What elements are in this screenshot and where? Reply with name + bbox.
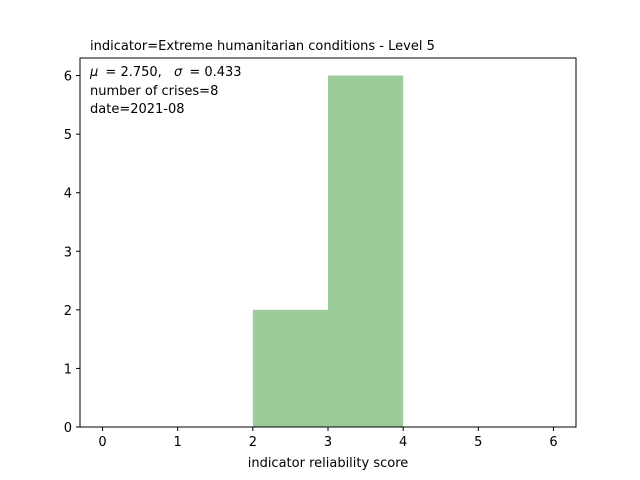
x-tick-label-3: 3 xyxy=(324,435,332,450)
y-tick-label-2: 2 xyxy=(64,304,72,319)
x-tick-label-4: 4 xyxy=(399,435,407,450)
mu-symbol: μ xyxy=(89,65,98,80)
x-axis-label: indicator reliability score xyxy=(248,456,409,471)
stats-annotation: μ = 2.750, σ = 0.433 xyxy=(89,65,242,80)
x-tick-label-0: 0 xyxy=(98,435,106,450)
y-tick-label-4: 4 xyxy=(64,187,72,202)
x-tick-label-2: 2 xyxy=(249,435,257,450)
histogram-bar-1 xyxy=(328,75,404,428)
x-tick-label-1: 1 xyxy=(174,435,182,450)
y-tick-label-6: 6 xyxy=(64,70,72,85)
y-tick-label-1: 1 xyxy=(64,362,72,377)
x-tick-label-5: 5 xyxy=(474,435,482,450)
sigma-symbol: σ xyxy=(174,65,183,80)
sigma-value: = 0.433 xyxy=(189,65,241,80)
y-ticks-group: 0 1 2 3 4 5 6 xyxy=(64,70,80,436)
mu-value: = 2.750, xyxy=(105,65,161,80)
bars-group xyxy=(252,75,404,428)
y-tick-label-3: 3 xyxy=(64,245,72,260)
crises-count-annotation: number of crises=8 xyxy=(90,84,218,99)
date-annotation: date=2021-08 xyxy=(90,102,185,117)
chart-title: indicator=Extreme humanitarian condition… xyxy=(90,39,435,54)
histogram-bar-0 xyxy=(252,309,328,427)
plot-frame xyxy=(79,57,577,428)
y-tick-label-0: 0 xyxy=(64,421,72,436)
x-ticks-group: 0 1 2 3 4 5 6 xyxy=(98,427,558,450)
x-tick-label-6: 6 xyxy=(549,435,557,450)
y-tick-label-5: 5 xyxy=(64,128,72,143)
